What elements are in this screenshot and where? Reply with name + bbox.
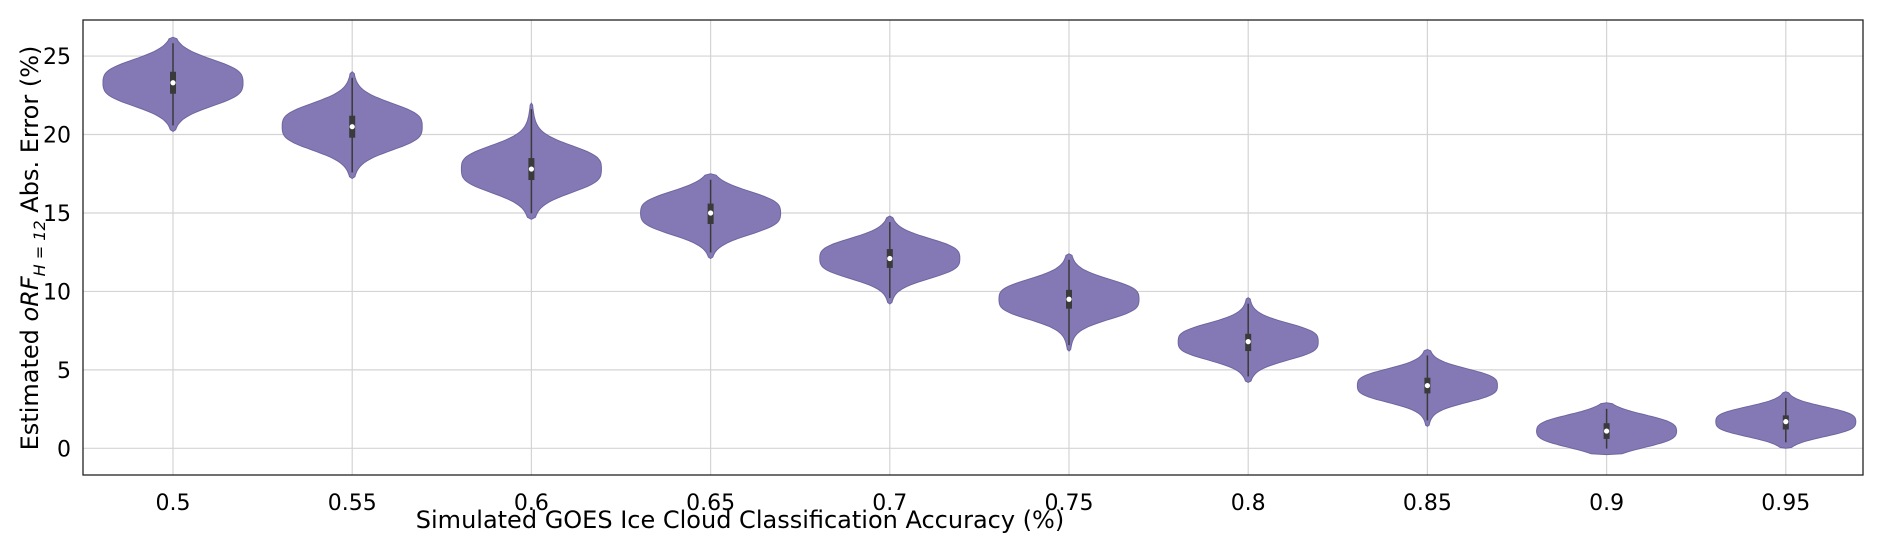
violin-median	[1066, 296, 1072, 302]
x-tick-label: 0.9	[1589, 491, 1624, 516]
y-axis-label: Estimated oRFH = 12 Abs. Error (%)	[16, 46, 49, 451]
violin-median	[528, 166, 535, 172]
y-tick-label: 25	[43, 45, 71, 70]
y-axis-label-subscript: H = 12	[30, 220, 49, 276]
x-tick-label: 0.7	[872, 491, 907, 516]
y-tick-label: 0	[57, 437, 71, 462]
x-tick-label: 0.6	[514, 491, 549, 516]
y-axis-label-suffix: Abs. Error (%)	[16, 46, 44, 221]
x-tick-label: 0.8	[1231, 491, 1266, 516]
x-tick-labels: 0.5 0.55 0.6 0.65 0.7 0.75 0.8 0.85 0.9 0.95	[156, 491, 1811, 516]
y-tick-labels: 0 5 10 15 20 25	[43, 45, 71, 462]
y-axis-label-prefix: Estimated	[16, 321, 44, 450]
violin-median	[1424, 382, 1430, 389]
x-tick-label: 0.95	[1761, 491, 1810, 516]
violin-median	[1604, 428, 1610, 434]
x-tick-label: 0.65	[686, 491, 735, 516]
violin-median	[349, 124, 355, 130]
violin-series	[102, 36, 1857, 456]
violin-median	[708, 210, 714, 216]
violin-median	[1783, 419, 1789, 425]
x-axis-label: Simulated GOES Ice Cloud Classification …	[416, 506, 1064, 534]
y-tick-label: 20	[43, 124, 71, 149]
y-tick-label: 5	[57, 359, 71, 384]
x-gridlines	[172, 20, 1787, 475]
x-tick-label: 0.55	[328, 491, 377, 516]
y-axis-label-symbol: oRF	[16, 275, 44, 321]
plot-frame	[82, 19, 1864, 476]
y-tick-label: 15	[43, 202, 71, 227]
x-tick-label: 0.5	[156, 491, 191, 516]
x-tick-label: 0.85	[1403, 491, 1452, 516]
x-tick-label: 0.75	[1045, 491, 1094, 516]
violin-median	[170, 80, 176, 86]
violin-median	[887, 255, 893, 262]
violin-median	[1245, 339, 1251, 345]
y-tick-label: 10	[43, 280, 71, 305]
